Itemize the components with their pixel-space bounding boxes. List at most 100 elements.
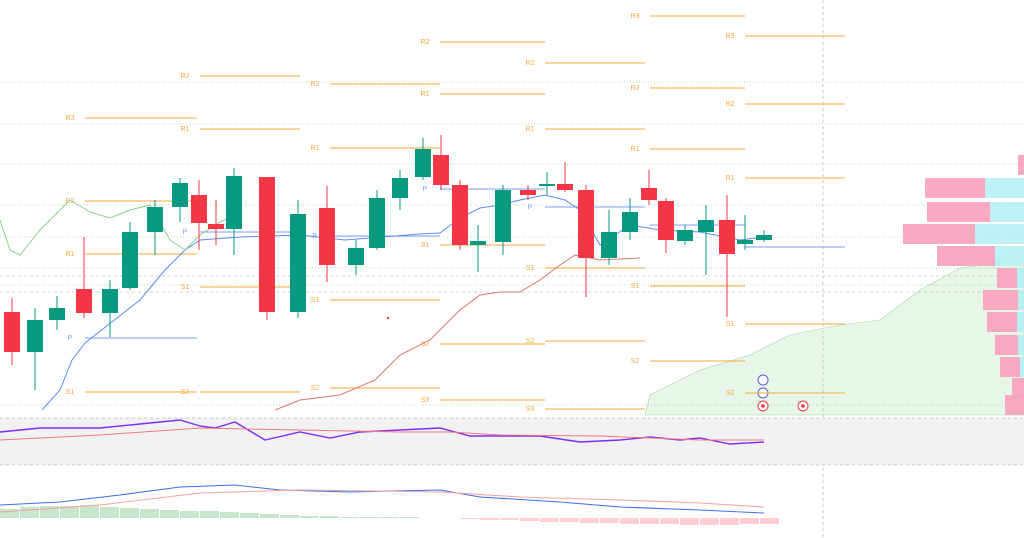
histogram-bar bbox=[380, 517, 399, 518]
candle-body bbox=[369, 198, 385, 248]
histogram-bar bbox=[140, 509, 159, 518]
candle-body bbox=[4, 312, 20, 352]
profile-down bbox=[1012, 378, 1024, 398]
candle-body bbox=[147, 207, 163, 232]
profile-up bbox=[975, 224, 1024, 244]
histogram-bar bbox=[80, 505, 99, 518]
candle-body bbox=[226, 176, 242, 229]
histogram-bar bbox=[520, 518, 539, 521]
pivot-label: S1 bbox=[311, 297, 320, 304]
histogram-bar bbox=[620, 518, 639, 524]
candle-body bbox=[259, 177, 275, 312]
candle-body bbox=[622, 212, 638, 232]
histogram-bar bbox=[160, 510, 179, 518]
histogram-bar bbox=[560, 518, 579, 522]
histogram-bar bbox=[400, 517, 419, 518]
histogram-bar bbox=[320, 516, 339, 518]
pivot-label: S3 bbox=[421, 397, 430, 404]
pivot-label: S2 bbox=[726, 390, 735, 397]
indicator-line bbox=[274, 254, 641, 411]
pivot-label: S2 bbox=[526, 338, 535, 345]
histogram-bar bbox=[240, 513, 259, 518]
pivot-label: R2 bbox=[181, 73, 190, 80]
pivot-label: S2 bbox=[181, 389, 190, 396]
candle-body bbox=[601, 232, 617, 258]
pivot-label: S2 bbox=[311, 385, 320, 392]
candle-body bbox=[319, 208, 335, 265]
candle-body bbox=[172, 183, 188, 207]
candle-body bbox=[520, 190, 536, 195]
pivot-label: P bbox=[528, 204, 533, 211]
candle-body bbox=[470, 241, 486, 245]
event-icon[interactable] bbox=[757, 374, 769, 386]
candle-body bbox=[677, 230, 693, 241]
cloud-area bbox=[644, 249, 1024, 416]
candle-body bbox=[122, 232, 138, 288]
candle-body bbox=[290, 214, 306, 312]
candle-body bbox=[102, 289, 118, 313]
candle-body bbox=[433, 155, 449, 185]
candle-body bbox=[641, 188, 657, 200]
histogram-bar bbox=[640, 518, 659, 524]
indicator-line bbox=[0, 427, 764, 441]
indicator-line bbox=[0, 419, 765, 445]
signal-dot bbox=[386, 316, 390, 320]
pivot-label: R2 bbox=[66, 198, 75, 205]
histogram-bar bbox=[20, 507, 39, 518]
pivot-label: R3 bbox=[66, 115, 75, 122]
histogram-bar bbox=[720, 518, 739, 525]
histogram-bar bbox=[200, 511, 219, 518]
histogram-bar bbox=[280, 515, 299, 518]
event-icon-dot bbox=[761, 404, 765, 408]
pivot-label: P bbox=[183, 229, 188, 236]
histogram-bar bbox=[700, 518, 719, 525]
candle-body bbox=[76, 289, 92, 313]
pivot-label: S1 bbox=[181, 284, 190, 291]
histogram-bar bbox=[260, 514, 279, 518]
profile-down bbox=[1005, 395, 1024, 415]
pivot-label: R2 bbox=[631, 85, 640, 92]
oscillator-band bbox=[0, 418, 1024, 465]
profile-down bbox=[995, 335, 1018, 355]
candle-body bbox=[737, 240, 753, 244]
candle-body bbox=[392, 178, 408, 198]
histogram-bar bbox=[120, 508, 139, 518]
histogram-bar bbox=[220, 512, 239, 518]
histogram-bar bbox=[760, 518, 779, 524]
pivot-label: R1 bbox=[311, 145, 320, 152]
candle-body bbox=[348, 248, 364, 265]
pivot-label: S1 bbox=[66, 389, 75, 396]
profile-down bbox=[997, 268, 1017, 288]
pivot-label: P bbox=[68, 335, 73, 342]
candle-body bbox=[539, 184, 555, 186]
pivot-label: R3 bbox=[631, 13, 640, 20]
histogram-bar bbox=[300, 516, 319, 518]
pivot-label: S1 bbox=[726, 321, 735, 328]
profile-up bbox=[995, 246, 1024, 266]
histogram-bar bbox=[600, 518, 619, 523]
indicator-line bbox=[0, 484, 765, 514]
indicator-line bbox=[0, 489, 765, 513]
profile-down bbox=[927, 202, 990, 222]
histogram-bar bbox=[500, 518, 519, 520]
pivot-label: P bbox=[423, 186, 428, 193]
candle-body bbox=[49, 308, 65, 320]
pivot-label: R1 bbox=[631, 146, 640, 153]
indicator-line bbox=[0, 199, 236, 256]
profile-up bbox=[1020, 357, 1024, 377]
candle-body bbox=[658, 201, 674, 240]
profile-up bbox=[1017, 312, 1024, 332]
pivot-label: R3 bbox=[726, 33, 735, 40]
pivot-label: S1 bbox=[421, 242, 430, 249]
pivot-label: S1 bbox=[631, 283, 640, 290]
profile-up bbox=[1018, 335, 1024, 355]
candle-body bbox=[578, 190, 594, 258]
pivot-label: S2 bbox=[421, 341, 430, 348]
profile-up bbox=[990, 202, 1024, 222]
histogram-bar bbox=[0, 509, 19, 518]
profile-up bbox=[1017, 268, 1024, 288]
profile-down bbox=[903, 224, 975, 244]
profile-up bbox=[985, 178, 1024, 198]
profile-down bbox=[1000, 357, 1020, 377]
